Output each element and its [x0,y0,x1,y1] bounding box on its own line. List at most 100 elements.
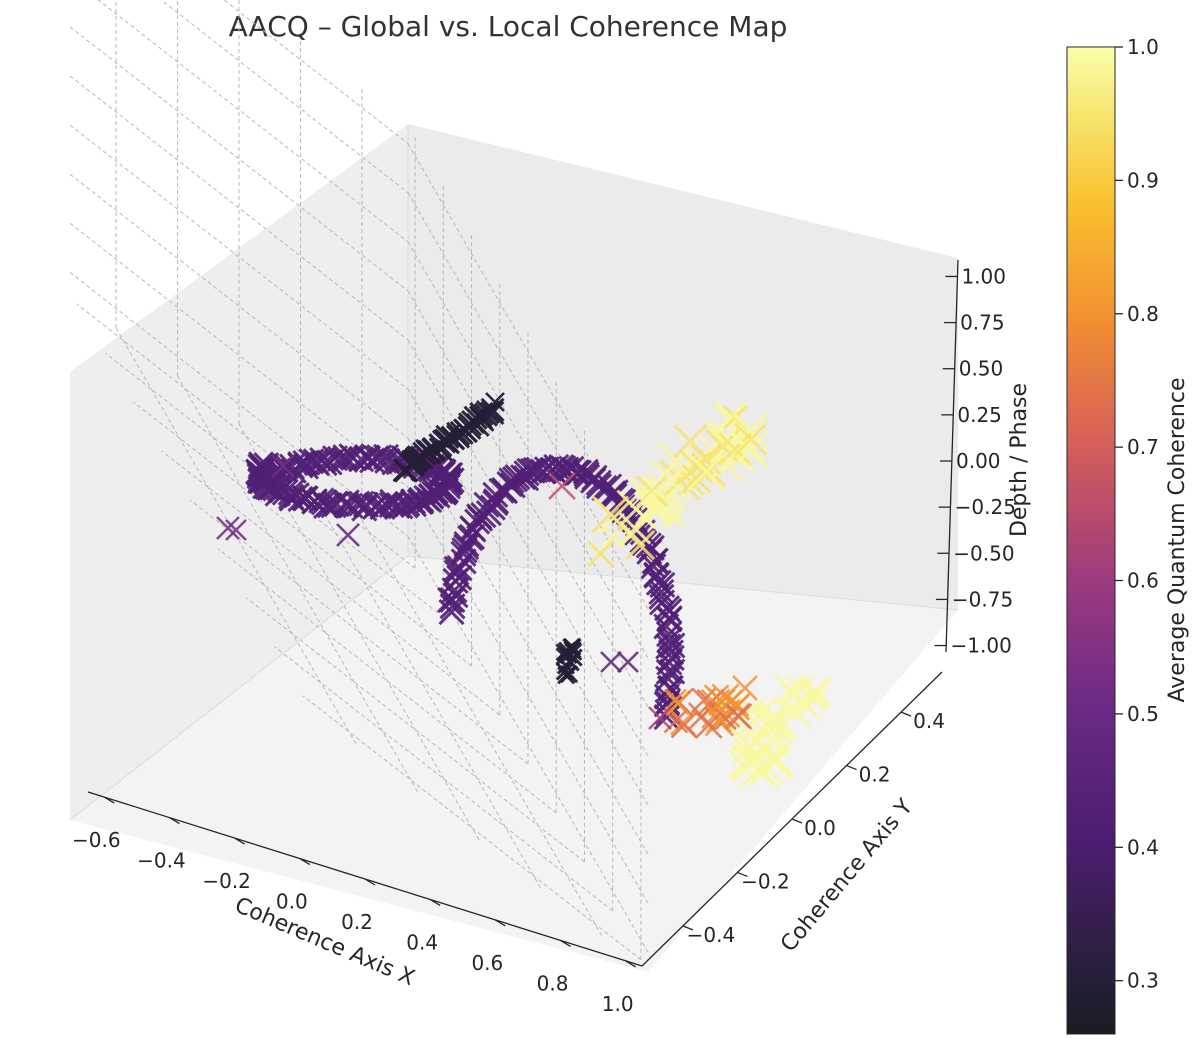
data-point [793,691,823,721]
y-tick-label: 0.2 [859,763,891,787]
x-tick-mark [429,898,441,907]
data-point [640,553,667,580]
data-point [718,432,752,466]
x-tick-label: 0.4 [406,930,438,954]
x-tick-label: −0.2 [202,869,251,893]
z-tick-label: 0.50 [959,357,1004,381]
data-point [316,492,343,519]
grid-line [69,173,409,439]
grid-line [361,519,603,937]
data-point [565,459,592,486]
data-point [762,708,794,740]
grid-line [69,124,409,390]
x-tick-label: 0.8 [537,971,569,995]
data-point [734,422,768,456]
x-tick-label: 1.0 [602,992,634,1016]
grid-line [274,646,614,912]
y-axis-label: Coherence Axis Y [776,794,918,957]
data-point [727,749,758,780]
z-tick-label: −0.75 [952,587,1013,611]
axes-panes [69,124,959,972]
data-point [438,598,465,626]
y-tick-mark [846,764,857,771]
grid-line [246,597,585,863]
data-point [480,397,505,422]
x-tick-mark [560,939,571,947]
y-tick-mark [682,925,694,931]
grid-line [407,290,649,708]
data-point [216,516,240,540]
data-point [635,475,669,508]
colorbar-tick-label: 0.5 [1127,702,1159,726]
data-point [648,578,675,605]
data-point [670,711,698,739]
z-tick-label: −1.00 [951,634,1012,658]
grid-line [104,352,444,618]
grid-line [69,75,409,341]
data-point [711,698,741,728]
z-tick-label: −0.50 [953,541,1014,565]
data-point [548,472,576,500]
colorbar: 0.3 0.4 0.5 0.6 0.7 0.8 0.9 1.0 Average Quantum… [1066,35,1190,1035]
grid-line [407,241,649,659]
x-tick-mark [103,796,115,804]
z-axis-label: Depth / Phase [1007,383,1032,537]
data-point [687,453,725,491]
x-axis-label: Coherence Axis X [231,893,418,991]
data-point [562,638,581,657]
x-tick-mark [495,919,506,927]
y-tick-label: −0.4 [687,923,736,947]
grid-line [407,192,649,609]
data-point [344,490,371,517]
data-point [633,505,656,529]
grid-line [161,450,501,716]
data-point [225,519,247,541]
colorbar-tick-label: 0.6 [1127,569,1159,593]
y-tick-label: 0.0 [804,816,836,840]
data-point [446,555,473,582]
data-point [731,743,768,780]
colorbar-tick-label: 1.0 [1127,35,1159,59]
data-point [446,564,473,591]
data-point [617,651,639,673]
grid-line [97,0,409,243]
data-point [673,424,708,458]
z-tick-label: 0.75 [960,311,1005,335]
y-tick-mark [791,818,803,824]
data-point [247,451,275,478]
data-point [658,492,685,518]
y-tick-mark [900,711,912,717]
x-tick-mark [625,960,637,968]
colorbar-ticks: 0.3 0.4 0.5 0.6 0.7 0.8 0.9 1.0 [1115,35,1159,993]
data-point [585,473,613,500]
data-point [600,651,622,673]
z-tick-label: 0.00 [956,449,1001,473]
scatter-points [216,392,831,790]
data-point [366,444,393,471]
data-point [779,681,805,706]
data-point [738,696,779,737]
colorbar-gradient [1066,46,1116,1035]
data-point [732,675,758,701]
grid-line [223,0,409,145]
colorbar-tick-label: 0.8 [1127,302,1159,326]
grid-line [69,26,409,292]
grid-line [302,695,642,961]
colorbar-label: Average Quantum Coherence [1165,378,1190,703]
colorbar-tick-label: 0.9 [1127,168,1159,192]
z-tick-label: 0.25 [957,403,1002,427]
data-point [656,597,683,624]
x-tick-mark [299,857,311,866]
grid-line [217,548,557,814]
z-axis-line [945,259,959,653]
z-tick-label: −0.25 [955,495,1016,519]
data-point [725,703,753,730]
grid-line [160,0,409,194]
x-tick-label: −0.6 [72,828,121,852]
data-point [591,495,630,534]
colorbar-tick-label: 0.3 [1127,969,1159,993]
z-tick-label: 1.00 [961,264,1006,288]
y-tick-label: 0.4 [913,709,945,733]
grid-lines [69,0,649,961]
